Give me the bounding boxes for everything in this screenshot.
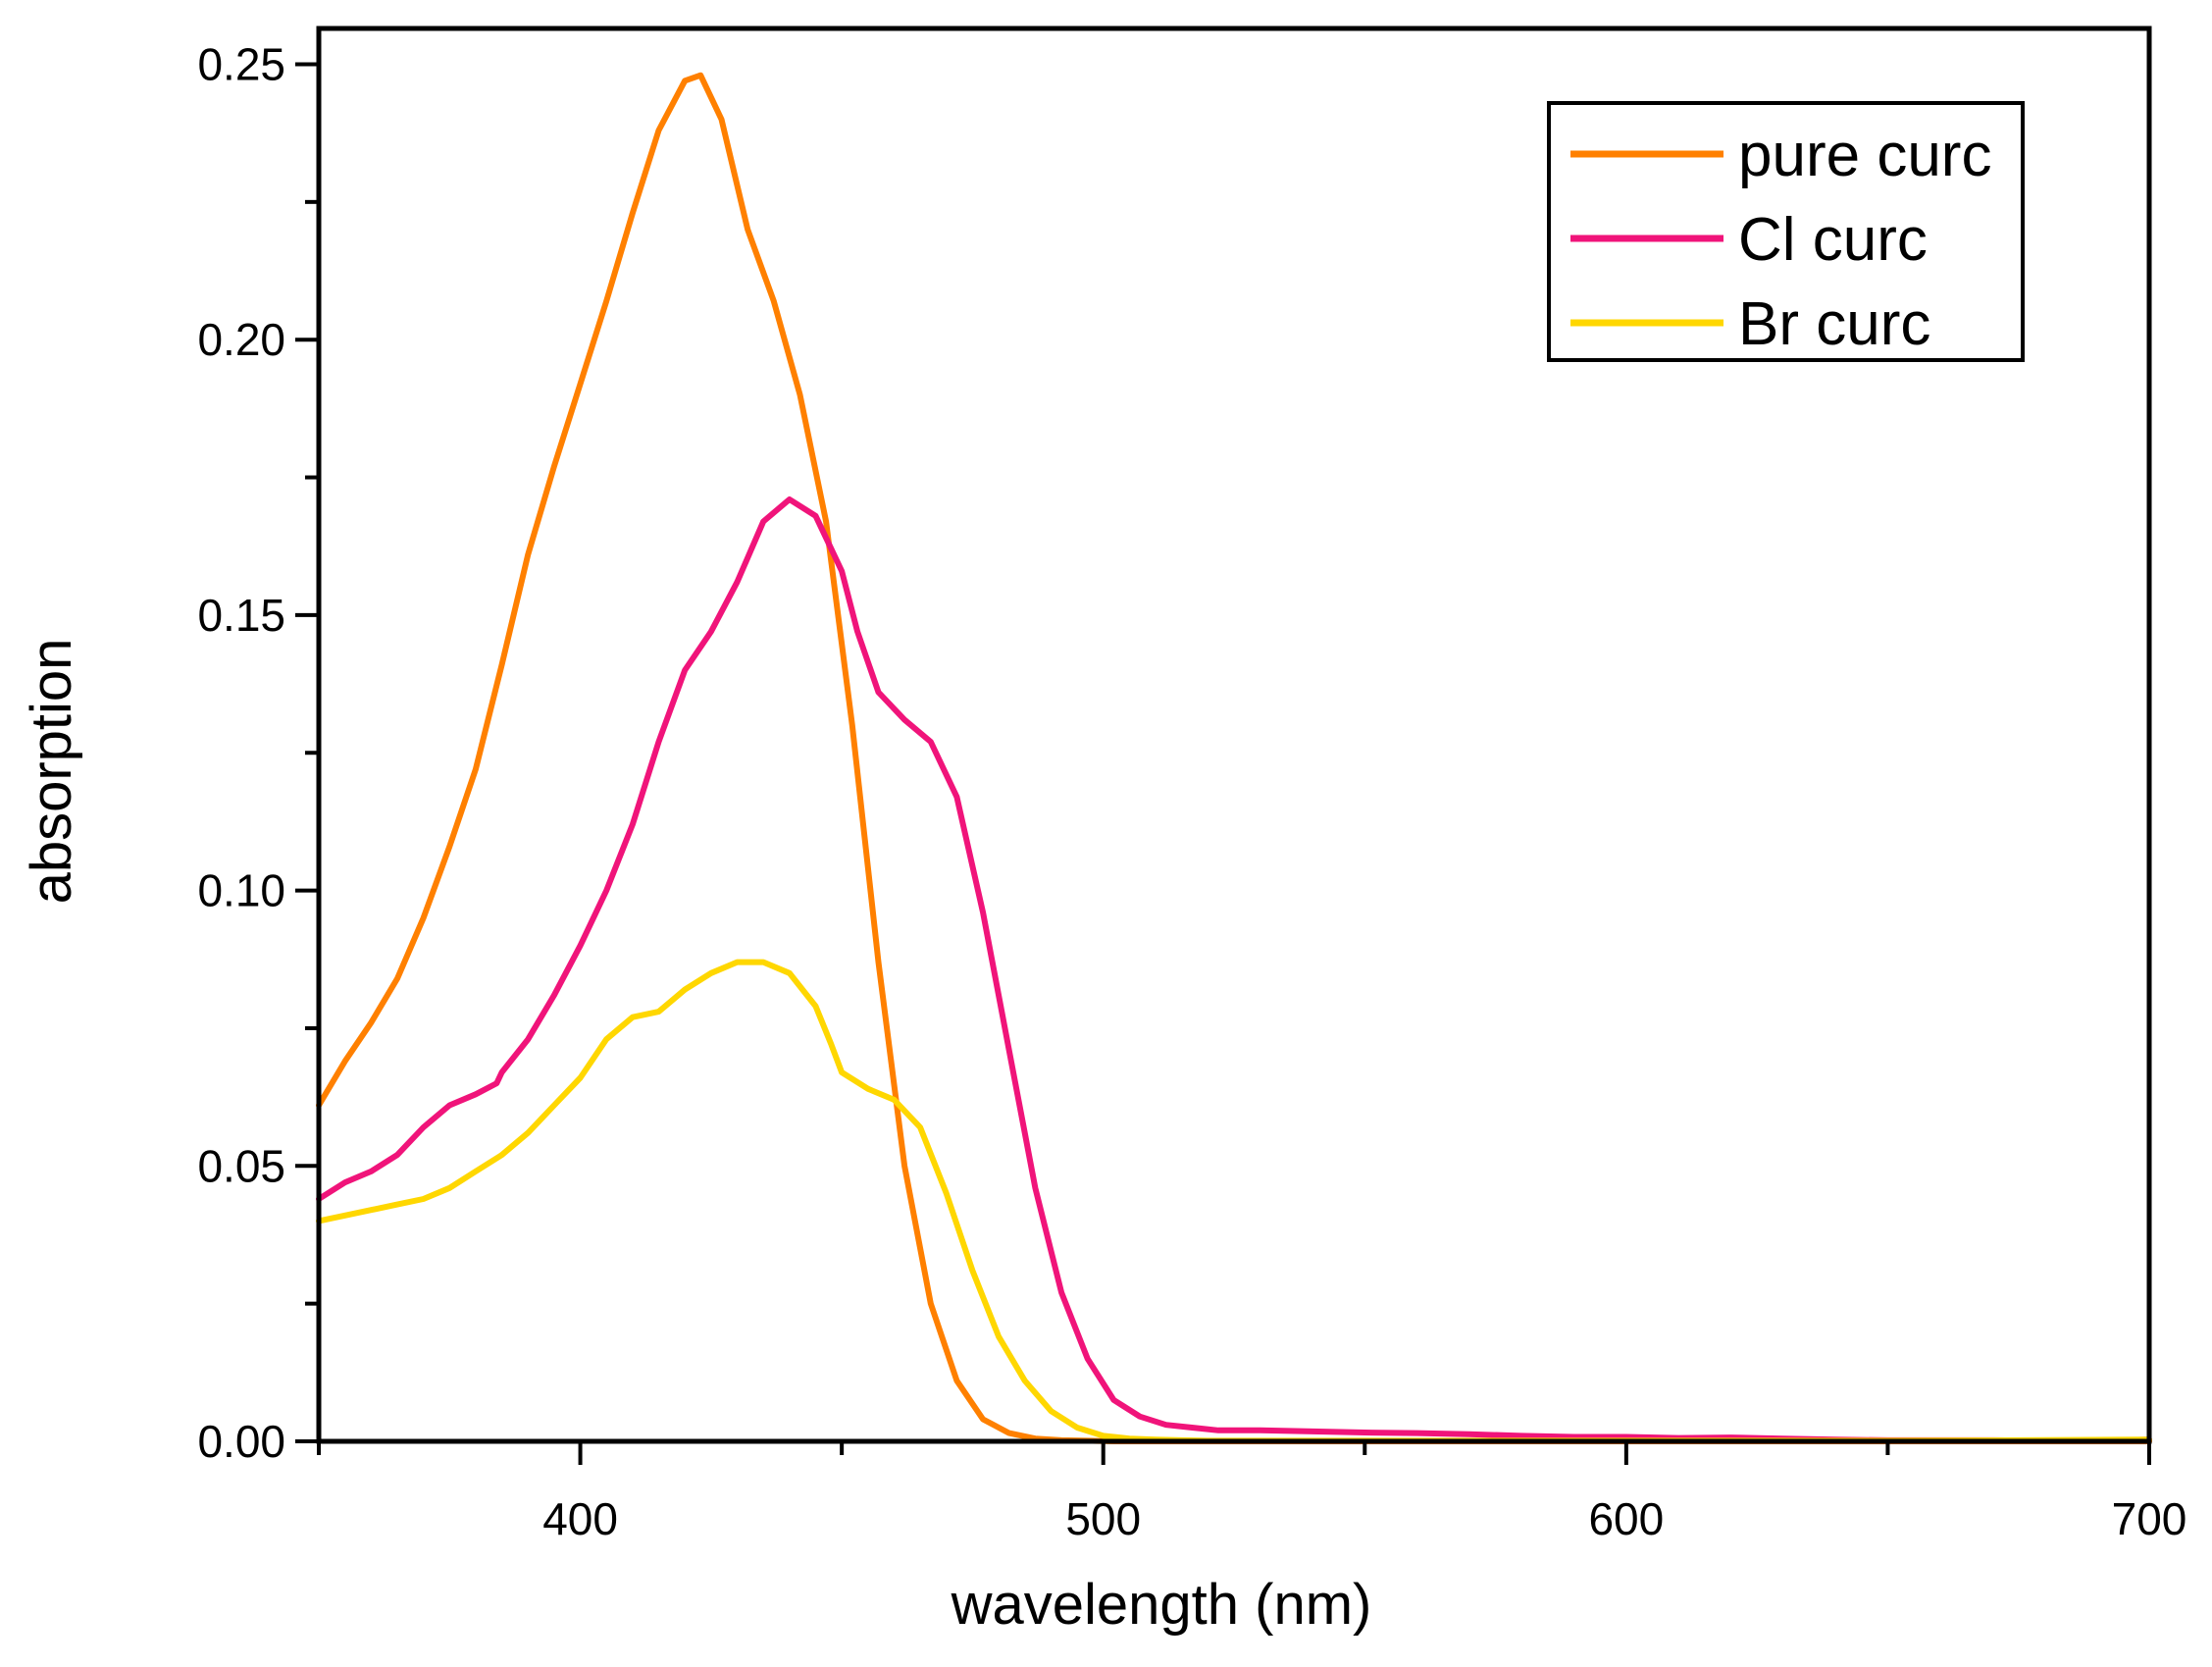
y-axis-title: absorption (20, 639, 83, 905)
series-line-br-curc (316, 959, 2152, 1444)
y-axis: 0.00 0.05 0.10 0.15 0.20 0.25 (197, 38, 319, 1467)
y-tick-label: 0.00 (197, 1416, 285, 1467)
x-tick-label: 700 (2112, 1493, 2187, 1544)
x-tick-label: 400 (542, 1493, 618, 1544)
x-axis-title: wavelength (nm) (951, 1573, 1372, 1637)
y-tick-label: 0.15 (197, 590, 285, 641)
y-tick-label: 0.25 (197, 38, 285, 89)
legend-box (1547, 101, 2025, 362)
legend: pure curc Cl curc Br curc (1547, 101, 2025, 362)
x-tick-label: 600 (1588, 1493, 1664, 1544)
plot-frame (316, 26, 2152, 1444)
x-tick-label: 500 (1065, 1493, 1141, 1544)
legend-label-pure-curc: pure curc (1738, 122, 1991, 189)
x-axis: 400 500 600 700 (317, 1441, 2187, 1544)
y-tick-label: 0.20 (197, 314, 285, 365)
legend-label-br-curc: Br curc (1738, 290, 1930, 358)
series-line-cl-curc (316, 496, 2152, 1444)
y-tick-label: 0.10 (197, 865, 285, 916)
legend-label-cl-curc: Cl curc (1738, 206, 1928, 274)
y-tick-label: 0.05 (197, 1140, 285, 1191)
